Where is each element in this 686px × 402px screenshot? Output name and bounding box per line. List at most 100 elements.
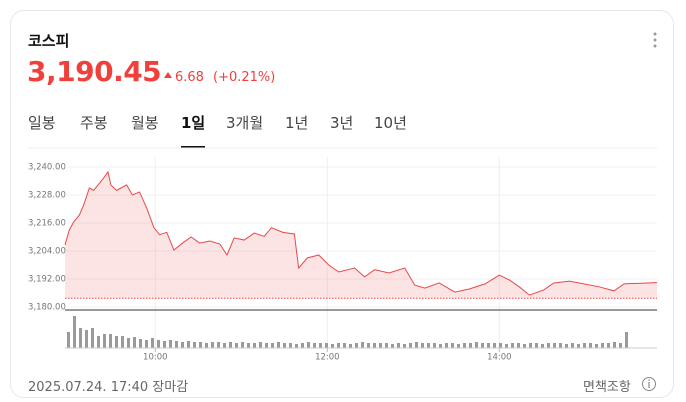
volume-bar [583, 343, 586, 348]
volume-bar [79, 328, 82, 348]
volume-bar [481, 343, 484, 348]
volume-bar [307, 342, 310, 348]
volume-bar [403, 344, 406, 348]
y-tick-label: 3,192.00 [28, 275, 66, 285]
x-tick-label: 14:00 [487, 353, 512, 363]
volume-bar [295, 344, 298, 348]
price-line [64, 170, 658, 296]
volume-bar [145, 340, 148, 348]
volume-bar [109, 334, 112, 348]
volume-bar [313, 343, 316, 348]
volume-bar [391, 344, 394, 348]
x-tick-label: 12:00 [315, 353, 340, 363]
volume-bar [271, 343, 274, 348]
volume-bar [613, 342, 616, 348]
volume-bar [241, 342, 244, 348]
volume-bar [457, 344, 460, 348]
volume-bar [487, 343, 490, 348]
volume-bar [205, 343, 208, 348]
volume-bar [493, 343, 496, 348]
volume-bar [607, 343, 610, 348]
volume-bar [439, 344, 442, 348]
price: 3,190.45 [27, 55, 162, 88]
volume-bar [223, 343, 226, 348]
title: 코스피 [28, 32, 70, 50]
tab-underline [181, 146, 205, 148]
volume-bar [175, 341, 178, 348]
tab[interactable]: 주봉 [80, 114, 108, 132]
change: 6.68 [175, 70, 204, 85]
volume-bar [409, 343, 412, 348]
menu-icon[interactable] [653, 32, 657, 48]
volume-bar [553, 343, 556, 348]
volume-bar [625, 332, 628, 348]
volume-bar [523, 344, 526, 348]
tab[interactable]: 월봉 [131, 114, 159, 132]
volume-bar [247, 343, 250, 348]
volume-bar [529, 343, 532, 348]
volume-bar [133, 337, 136, 348]
price-area [65, 171, 657, 299]
volume-bar [151, 338, 154, 348]
y-tick-label: 3,216.00 [28, 219, 66, 229]
disclaimer[interactable]: 면책조항 [583, 380, 631, 395]
volume-bar [415, 342, 418, 348]
volume-bar [289, 343, 292, 348]
volume-bar [181, 342, 184, 348]
y-tick-label: 3,240.00 [28, 163, 66, 173]
volume-bar [535, 343, 538, 348]
y-tick-label: 3,228.00 [28, 191, 66, 201]
volume-bar [349, 344, 352, 348]
volume-bar [421, 343, 424, 348]
volume-bar [121, 336, 124, 348]
volume-bar [445, 343, 448, 348]
volume-bar [451, 343, 454, 348]
volume-bar [97, 336, 100, 348]
volume-bar [499, 343, 502, 348]
volume-bar [427, 343, 430, 348]
volume-bar [469, 343, 472, 348]
volume-bar [589, 343, 592, 348]
volume-bar [193, 342, 196, 348]
volume-bar [541, 344, 544, 348]
volume-bar [139, 339, 142, 348]
volume-bar [577, 344, 580, 348]
volume-bar [385, 343, 388, 348]
x-tick-label: 10:00 [143, 353, 168, 363]
volume-bar [463, 343, 466, 348]
volume-bar [103, 334, 106, 348]
volume-bar [127, 338, 130, 348]
volume-bar [235, 343, 238, 348]
tab[interactable]: 10년 [374, 114, 407, 132]
y-tick-label: 3,204.00 [28, 247, 66, 257]
tab[interactable]: 3년 [330, 114, 354, 132]
volume-bar [91, 328, 94, 348]
info-icon[interactable] [642, 377, 656, 391]
volume-bar [157, 340, 160, 348]
volume-bar [565, 344, 568, 348]
volume-bar [475, 342, 478, 348]
volume-bar [367, 343, 370, 348]
volume-bar [277, 342, 280, 348]
volume-bar [283, 343, 286, 348]
tab[interactable]: 1년 [285, 114, 309, 132]
volume-bar [433, 343, 436, 348]
volume-bar [187, 341, 190, 348]
volume-bar [571, 343, 574, 348]
volume-bar [373, 343, 376, 348]
volume-bar [595, 344, 598, 348]
volume-bar [199, 342, 202, 348]
tab[interactable]: 1일 [181, 114, 206, 132]
volume-bar [259, 342, 262, 348]
y-tick-label: 3,180.00 [28, 303, 66, 313]
tab[interactable]: 일봉 [28, 114, 56, 132]
volume-bar [331, 344, 334, 348]
volume-bar [379, 343, 382, 348]
volume-bar [67, 332, 70, 348]
volume-bar [505, 344, 508, 348]
volume-bar [601, 343, 604, 348]
volume-bar [169, 340, 172, 348]
tab[interactable]: 3개월 [226, 114, 264, 132]
